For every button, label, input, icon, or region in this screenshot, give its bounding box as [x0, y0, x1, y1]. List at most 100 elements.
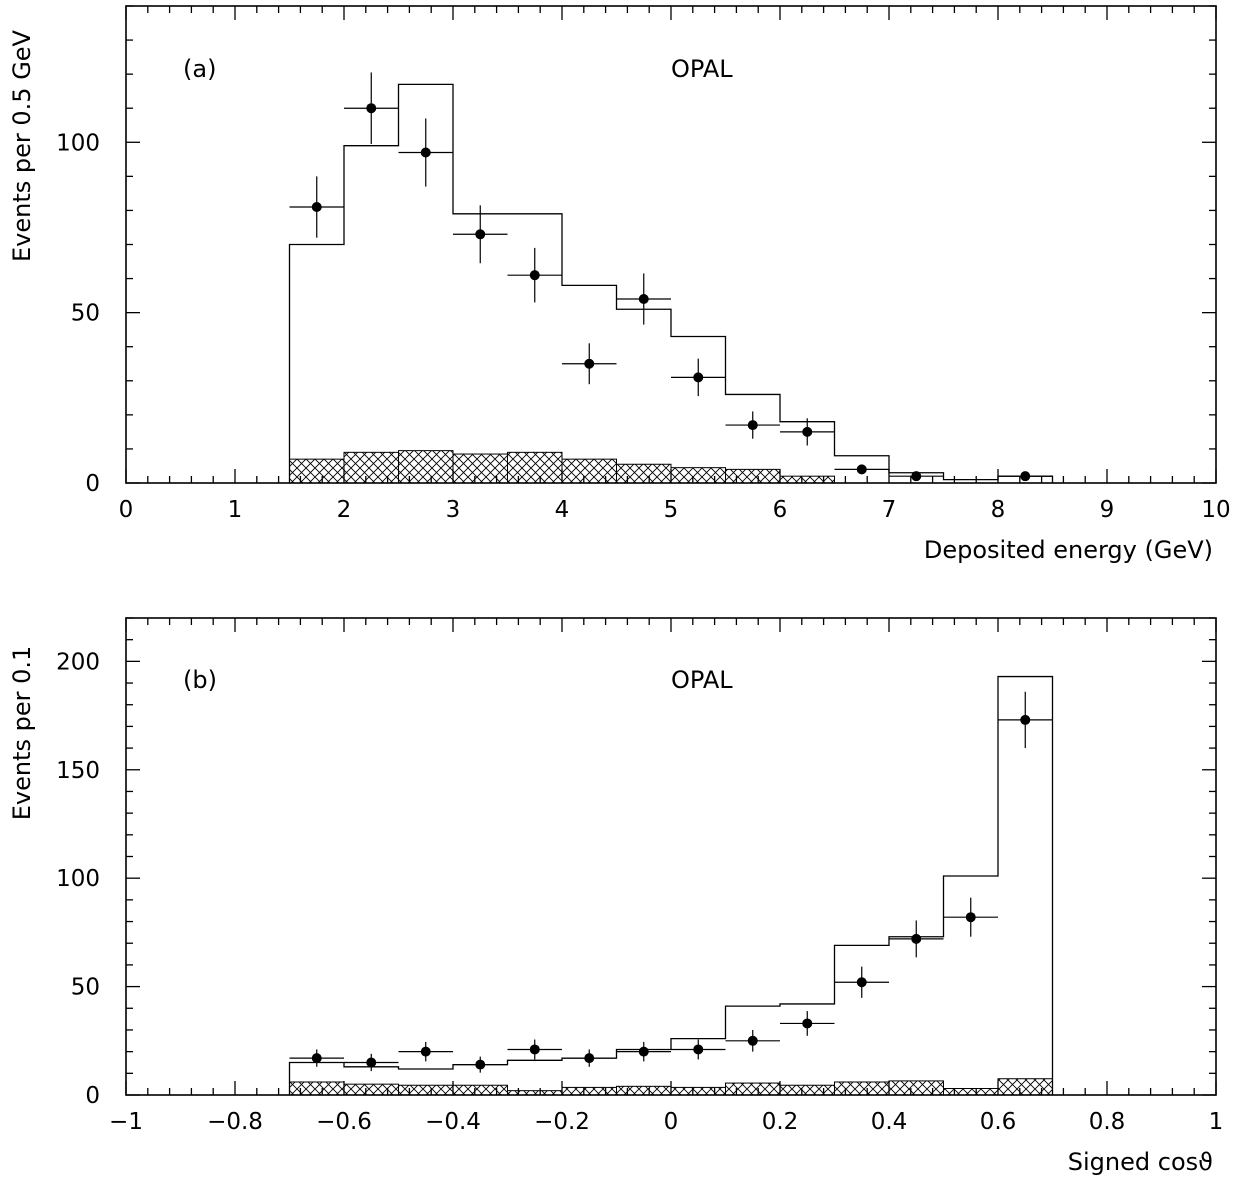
b-data-point [671, 1039, 726, 1060]
a-data-marker [856, 464, 867, 475]
b-data-point [780, 1011, 835, 1036]
panel-a-data-points [289, 72, 1053, 482]
a-x-tick-label: 1 [228, 497, 243, 523]
a-y-tick-label: 50 [71, 301, 100, 327]
a-x-tick-label: 8 [991, 497, 1006, 523]
b-x-tick-label: −0.8 [207, 1109, 263, 1135]
b-data-point [725, 1029, 780, 1052]
b-data-marker [693, 1044, 704, 1055]
panel-a-title: OPAL [671, 55, 733, 83]
panel-b-title: OPAL [671, 666, 733, 694]
panel-b-ylabel: Events per 0.1 [8, 646, 36, 821]
b-x-tick-label: 0.8 [1089, 1109, 1126, 1135]
b-y-tick-label: 50 [71, 975, 100, 1001]
b-background-bar [398, 1084, 454, 1096]
b-background-bar [834, 1081, 890, 1096]
b-data-marker [529, 1044, 540, 1055]
b-y-tick-label: 0 [85, 1083, 100, 1109]
a-data-point [780, 418, 835, 446]
a-data-marker [311, 202, 322, 213]
a-x-tick-label: 9 [1100, 497, 1115, 523]
a-data-point [398, 118, 453, 187]
b-data-marker [366, 1057, 377, 1068]
b-data-point [453, 1056, 508, 1073]
a-data-marker [420, 147, 431, 158]
a-data-marker [747, 420, 758, 431]
a-data-point [998, 471, 1053, 482]
b-data-marker [1020, 714, 1031, 725]
b-background-bar [452, 1084, 508, 1096]
b-data-point [616, 1041, 671, 1062]
b-data-marker [911, 933, 922, 944]
a-data-point [453, 205, 508, 264]
b-background-bar [507, 1090, 563, 1096]
panel-b-expectation-histogram [288, 675, 1054, 1095]
panel-a-xlabel: Deposited energy (GeV) [924, 536, 1213, 564]
a-data-point [562, 343, 617, 385]
b-data-marker [311, 1053, 322, 1064]
a-background-bar [398, 450, 454, 484]
a-background-bar [507, 451, 563, 484]
b-x-tick-label: 0 [664, 1109, 679, 1135]
a-x-tick-label: 2 [337, 497, 352, 523]
a-data-marker [475, 229, 486, 240]
a-x-tick-label: 5 [664, 497, 679, 523]
a-data-point [834, 464, 889, 475]
a-data-marker [584, 358, 595, 369]
b-background-bar [725, 1082, 781, 1096]
b-x-tick-label: 0.2 [762, 1109, 799, 1135]
a-data-point [889, 471, 944, 482]
a-data-point [507, 247, 562, 303]
b-data-marker [420, 1046, 431, 1057]
panel-a-ylabel: Events per 0.5 GeV [8, 29, 36, 262]
panel-a-label: (a) [183, 55, 216, 83]
b-data-point [344, 1053, 399, 1072]
a-data-point [725, 411, 780, 439]
a-data-marker [1020, 471, 1031, 482]
a-data-marker [638, 294, 649, 305]
b-y-tick-label: 100 [56, 866, 100, 892]
b-data-marker [856, 977, 867, 988]
b-data-point [398, 1041, 453, 1062]
a-data-marker [529, 270, 540, 281]
b-background-bar [561, 1086, 617, 1096]
a-x-tick-label: 4 [555, 497, 570, 523]
b-data-point [998, 691, 1053, 749]
a-data-point [616, 273, 671, 325]
b-background-bar [670, 1086, 726, 1096]
panel-b-ticks: −1 −0.8 −0.6 −0.4 −0.2 0 0.2 0.4 0.6 0.8 1 0 50 100 15… [56, 617, 1223, 1135]
a-y-tick-label: 0 [85, 471, 100, 497]
a-data-marker [366, 103, 377, 114]
b-data-marker [747, 1035, 758, 1046]
panel-b-xlabel: Signed cosϑ [1068, 1148, 1213, 1176]
panel-b-data-points [289, 691, 1053, 1073]
b-data-point [834, 966, 889, 998]
a-background-bar [725, 468, 781, 484]
a-data-marker [693, 372, 704, 383]
b-data-point [889, 920, 944, 958]
b-x-tick-label: −0.4 [425, 1109, 481, 1135]
b-x-tick-label: −0.6 [316, 1109, 372, 1135]
b-x-tick-label: 0.4 [871, 1109, 908, 1135]
a-data-point [671, 358, 726, 397]
b-data-marker [475, 1059, 486, 1070]
b-background-bar [943, 1087, 999, 1096]
a-x-tick-label: 3 [446, 497, 461, 523]
b-data-marker [965, 912, 976, 923]
a-background-bar [561, 458, 617, 484]
b-x-tick-label: −1 [109, 1109, 143, 1135]
b-data-marker [584, 1053, 595, 1064]
a-x-tick-label: 10 [1201, 497, 1230, 523]
panel-a-background-histogram [289, 450, 835, 484]
b-data-point [562, 1049, 617, 1067]
a-x-tick-label: 7 [882, 497, 897, 523]
panel-a-expectation-histogram [288, 83, 1054, 483]
a-data-point [289, 176, 344, 238]
a-background-bar [343, 451, 399, 484]
a-background-bar [670, 467, 726, 484]
b-background-bar [616, 1085, 672, 1096]
b-background-bar [343, 1083, 399, 1096]
a-y-tick-label: 100 [56, 130, 100, 156]
